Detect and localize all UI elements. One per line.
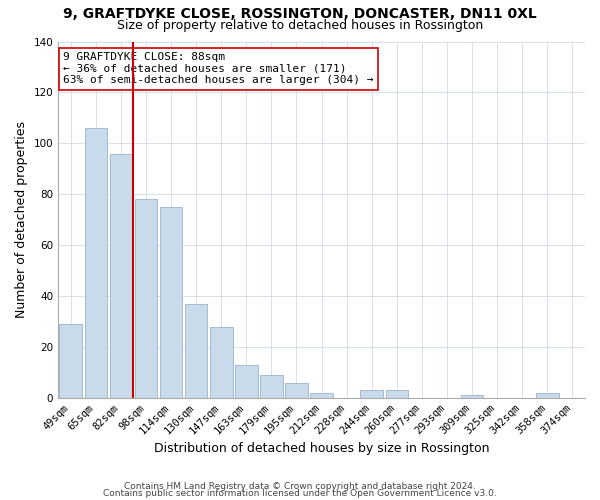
Bar bbox=[536, 393, 559, 398]
Bar bbox=[185, 304, 208, 398]
Bar bbox=[85, 128, 107, 398]
Text: Contains public sector information licensed under the Open Government Licence v3: Contains public sector information licen… bbox=[103, 489, 497, 498]
X-axis label: Distribution of detached houses by size in Rossington: Distribution of detached houses by size … bbox=[154, 442, 490, 455]
Bar bbox=[461, 396, 484, 398]
Bar bbox=[361, 390, 383, 398]
Text: 9 GRAFTDYKE CLOSE: 88sqm
← 36% of detached houses are smaller (171)
63% of semi-: 9 GRAFTDYKE CLOSE: 88sqm ← 36% of detach… bbox=[64, 52, 374, 86]
Bar bbox=[110, 154, 132, 398]
Bar bbox=[235, 365, 257, 398]
Bar bbox=[210, 326, 233, 398]
Bar bbox=[386, 390, 408, 398]
Bar bbox=[134, 200, 157, 398]
Text: Contains HM Land Registry data © Crown copyright and database right 2024.: Contains HM Land Registry data © Crown c… bbox=[124, 482, 476, 491]
Bar bbox=[285, 382, 308, 398]
Text: Size of property relative to detached houses in Rossington: Size of property relative to detached ho… bbox=[117, 19, 483, 32]
Y-axis label: Number of detached properties: Number of detached properties bbox=[15, 121, 28, 318]
Bar bbox=[59, 324, 82, 398]
Text: 9, GRAFTDYKE CLOSE, ROSSINGTON, DONCASTER, DN11 0XL: 9, GRAFTDYKE CLOSE, ROSSINGTON, DONCASTE… bbox=[63, 8, 537, 22]
Bar bbox=[310, 393, 333, 398]
Bar bbox=[260, 375, 283, 398]
Bar bbox=[160, 207, 182, 398]
